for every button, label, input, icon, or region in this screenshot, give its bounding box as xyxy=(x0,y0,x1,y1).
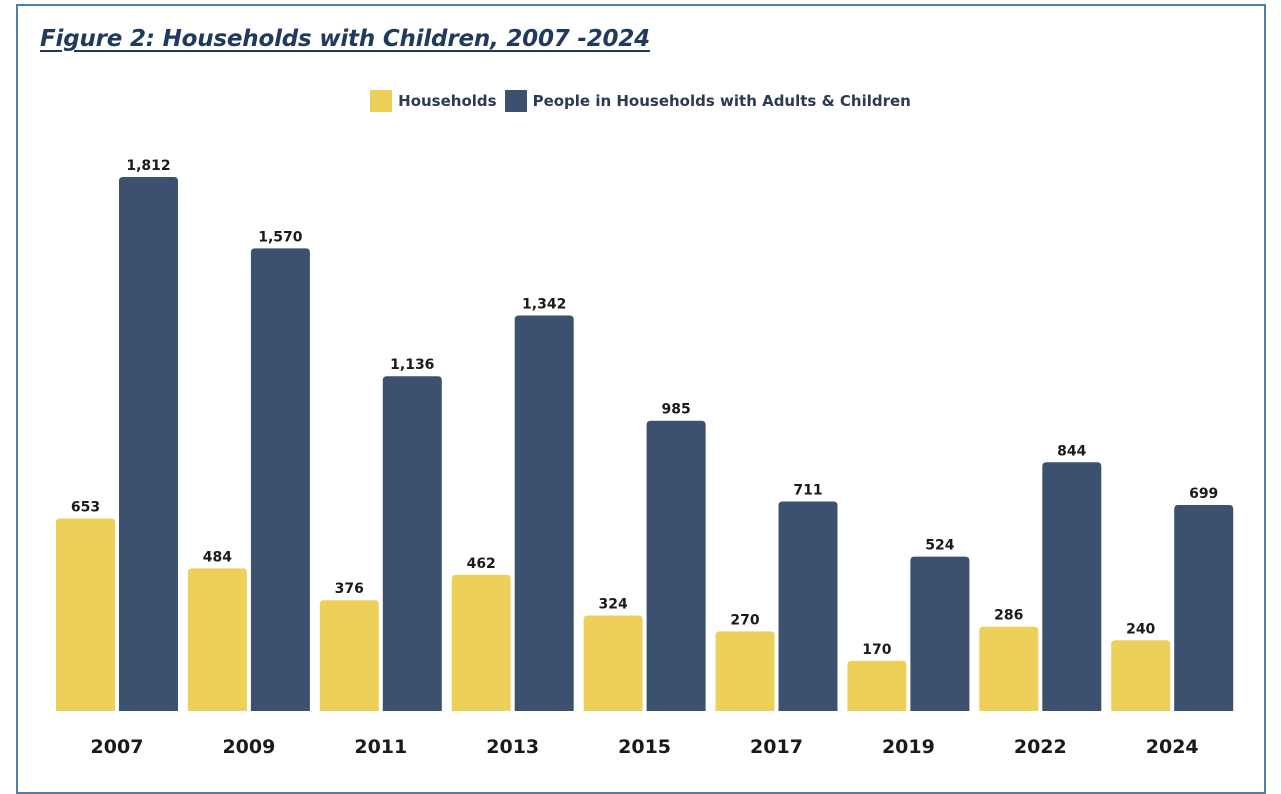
data-label-people-2009: 1,570 xyxy=(258,229,303,245)
x-tick-label-2009: 2009 xyxy=(222,736,275,758)
legend-item-households: Households xyxy=(370,90,497,112)
data-label-households-2015: 324 xyxy=(598,597,627,613)
data-label-households-2017: 270 xyxy=(730,612,759,628)
data-label-people-2007: 1,812 xyxy=(126,158,170,174)
legend-label-people: People in Households with Adults & Child… xyxy=(532,92,911,110)
data-label-households-2009: 484 xyxy=(203,549,232,565)
bar-households-2007 xyxy=(56,518,115,711)
legend-item-people: People in Households with Adults & Child… xyxy=(504,90,911,112)
x-tick-label-2024: 2024 xyxy=(1146,736,1199,758)
x-tick-label-2011: 2011 xyxy=(354,736,407,758)
data-label-households-2007: 653 xyxy=(71,500,100,516)
data-label-people-2013: 1,342 xyxy=(522,297,566,313)
data-label-people-2024: 699 xyxy=(1189,486,1218,502)
bar-people-2013 xyxy=(514,315,574,711)
bar-households-2015 xyxy=(583,615,643,711)
chart-title: Figure 2: Households with Children, 2007… xyxy=(40,26,650,52)
data-label-people-2011: 1,136 xyxy=(390,357,434,373)
legend-label-households: Households xyxy=(398,92,497,110)
data-label-households-2022: 286 xyxy=(994,608,1023,624)
bar-households-2022 xyxy=(979,626,1039,711)
bar-people-2007 xyxy=(119,177,178,711)
data-label-people-2017: 711 xyxy=(793,482,822,498)
bar-households-2017 xyxy=(715,631,775,711)
legend-swatch-households xyxy=(370,90,393,112)
data-label-households-2019: 170 xyxy=(862,642,891,658)
chart-legend: Households People in Households with Adu… xyxy=(0,90,1281,112)
x-tick-label-2017: 2017 xyxy=(750,736,803,758)
bar-people-2022 xyxy=(1042,462,1102,711)
bar-households-2024 xyxy=(1111,640,1171,711)
bar-households-2013 xyxy=(451,574,511,711)
x-tick-label-2015: 2015 xyxy=(618,736,671,758)
bar-people-2024 xyxy=(1174,505,1234,711)
legend-swatch-people xyxy=(504,90,527,112)
data-label-people-2022: 844 xyxy=(1057,443,1086,459)
bar-people-2015 xyxy=(646,420,706,711)
x-tick-label-2013: 2013 xyxy=(486,736,539,758)
data-label-households-2011: 376 xyxy=(335,581,364,597)
bar-people-2009 xyxy=(250,248,310,712)
bar-people-2019 xyxy=(910,556,970,711)
data-label-households-2013: 462 xyxy=(467,556,496,572)
data-label-people-2019: 524 xyxy=(925,538,954,554)
bar-households-2011 xyxy=(319,600,379,711)
bar-chart: 653 1,812 2007 484 1,570 2009 376 1,136 2011 462 1… xyxy=(56,158,1234,758)
bar-households-2019 xyxy=(847,660,907,711)
x-tick-label-2022: 2022 xyxy=(1014,736,1067,758)
x-tick-label-2019: 2019 xyxy=(882,736,935,758)
x-tick-label-2007: 2007 xyxy=(91,736,144,758)
data-label-households-2024: 240 xyxy=(1126,621,1155,637)
bar-people-2017 xyxy=(778,501,838,711)
bar-people-2011 xyxy=(382,376,442,711)
bar-households-2009 xyxy=(187,568,247,711)
data-label-people-2015: 985 xyxy=(661,402,690,418)
